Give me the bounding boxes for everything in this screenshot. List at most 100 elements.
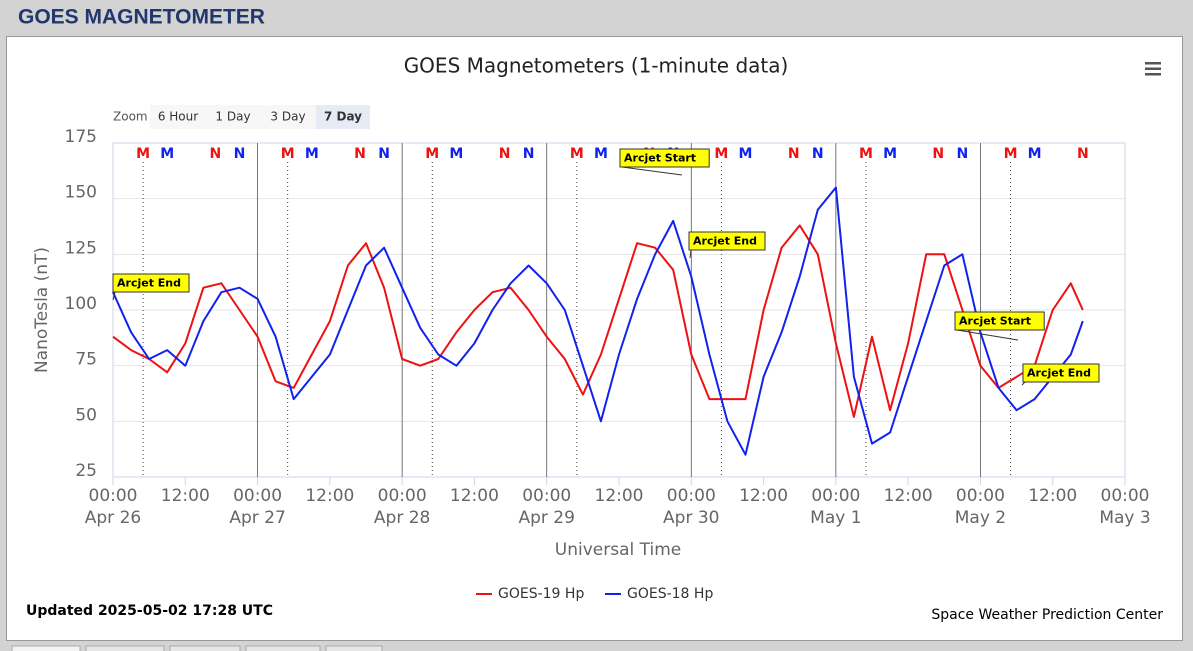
zoom-label: Zoom	[113, 110, 148, 124]
marker-label: M	[160, 146, 174, 162]
annotation-label: Arcjet End	[693, 235, 757, 248]
credit: Space Weather Prediction Center	[931, 607, 1163, 623]
marker-label: N	[1077, 146, 1089, 162]
zoom-button[interactable]	[150, 105, 206, 129]
x-tick-label: 12:00	[305, 486, 354, 506]
zoom-button[interactable]	[260, 105, 316, 129]
x-tick-label: 00:00	[233, 486, 282, 506]
marker-label: M	[305, 146, 319, 162]
y-axis-title: NanoTesla (nT)	[32, 247, 52, 373]
menu-bar	[1145, 67, 1161, 70]
zoom-button-label: 3 Day	[270, 110, 305, 124]
marker-label: M	[883, 146, 897, 162]
annotation-box	[619, 148, 710, 168]
menu-bar	[1145, 62, 1161, 65]
x-tick-label: May 3	[1099, 508, 1150, 528]
x-tick-label: Apr 28	[374, 508, 430, 528]
marker-label: M	[1004, 146, 1018, 162]
marker-label: N	[210, 146, 222, 162]
marker-label: M	[714, 146, 728, 162]
x-tick-label: Apr 29	[518, 508, 574, 528]
marker-label: N	[523, 146, 535, 162]
marker-label: N	[234, 146, 246, 162]
annotation-pointer	[112, 291, 116, 301]
zoom-button-label: 6 Hour	[158, 110, 198, 124]
x-tick-label: 12:00	[884, 486, 933, 506]
x-tick-label: 00:00	[956, 486, 1005, 506]
menu-button[interactable]	[1145, 62, 1161, 76]
tab[interactable]	[169, 645, 241, 651]
x-tick-label: 00:00	[378, 486, 427, 506]
marker-label: N	[788, 146, 800, 162]
annotation-box	[1022, 363, 1100, 383]
x-tick-label: May 2	[955, 508, 1006, 528]
marker-label: M	[449, 146, 463, 162]
zoom-button[interactable]	[316, 105, 370, 129]
marker-label: M	[594, 146, 608, 162]
legend-label[interactable]: GOES-18 Hp	[627, 586, 713, 602]
annotation-label: Arcjet End	[117, 277, 181, 290]
annotation-label: Arcjet End	[1027, 367, 1091, 380]
menu-bar	[1145, 73, 1161, 76]
x-tick-label: 12:00	[595, 486, 644, 506]
marker-label: M	[425, 146, 439, 162]
x-tick-label: 00:00	[1101, 486, 1150, 506]
tab[interactable]	[325, 645, 383, 651]
marker-label: N	[378, 146, 390, 162]
marker-label: M	[859, 146, 873, 162]
page-title: GOES MAGNETOMETER	[18, 6, 265, 29]
x-tick-label: Apr 30	[663, 508, 719, 528]
x-tick-label: 00:00	[522, 486, 571, 506]
x-tick-label: 12:00	[161, 486, 210, 506]
x-tick-label: 12:00	[450, 486, 499, 506]
x-tick-label: 00:00	[667, 486, 716, 506]
x-tick-label: 00:00	[811, 486, 860, 506]
marker-label: N	[956, 146, 968, 162]
y-tick-label: 50	[75, 405, 97, 425]
y-tick-label: 25	[75, 461, 97, 481]
marker-label: M	[739, 146, 753, 162]
y-tick-label: 75	[75, 350, 97, 370]
series-line	[112, 224, 1084, 418]
x-tick-label: 12:00	[739, 486, 788, 506]
series-line	[112, 186, 1084, 456]
marker-label: N	[812, 146, 824, 162]
marker-label: N	[932, 146, 944, 162]
tab[interactable]	[85, 645, 165, 651]
legend-label[interactable]: GOES-19 Hp	[498, 586, 584, 602]
annotation-box	[688, 231, 766, 251]
marker-label: M	[570, 146, 584, 162]
x-tick-label: 00:00	[89, 486, 138, 506]
tab[interactable]	[11, 645, 81, 651]
y-tick-label: 125	[65, 238, 97, 258]
annotation-label: Arcjet Start	[959, 315, 1031, 328]
marker-label: M	[1028, 146, 1042, 162]
x-axis-title: Universal Time	[555, 540, 681, 560]
y-tick-label: 100	[65, 294, 97, 314]
annotation-pointer	[689, 249, 692, 259]
panel	[6, 36, 1183, 641]
y-tick-label: 150	[65, 183, 97, 203]
zoom-button-label: 1 Day	[215, 110, 250, 124]
chart-title: GOES Magnetometers (1-minute data)	[404, 54, 789, 78]
x-tick-label: 12:00	[1028, 486, 1077, 506]
marker-label: N	[354, 146, 366, 162]
annotation-label: Arcjet Start	[624, 152, 696, 165]
annotation-pointer	[956, 329, 1019, 341]
marker-label: M	[136, 146, 150, 162]
zoom-button[interactable]	[206, 105, 260, 129]
annotation-pointer	[621, 166, 683, 176]
marker-label: M	[281, 146, 295, 162]
zoom-button-label: 7 Day	[324, 110, 362, 124]
annotation-box	[112, 273, 190, 293]
updated-time: Updated 2025-05-02 17:28 UTC	[26, 603, 273, 619]
x-tick-label: Apr 26	[85, 508, 141, 528]
x-tick-label: May 1	[810, 508, 861, 528]
x-tick-label: Apr 27	[229, 508, 285, 528]
y-tick-label: 175	[65, 127, 97, 147]
marker-label: N	[499, 146, 511, 162]
tab[interactable]	[245, 645, 321, 651]
annotation-box	[954, 311, 1045, 331]
